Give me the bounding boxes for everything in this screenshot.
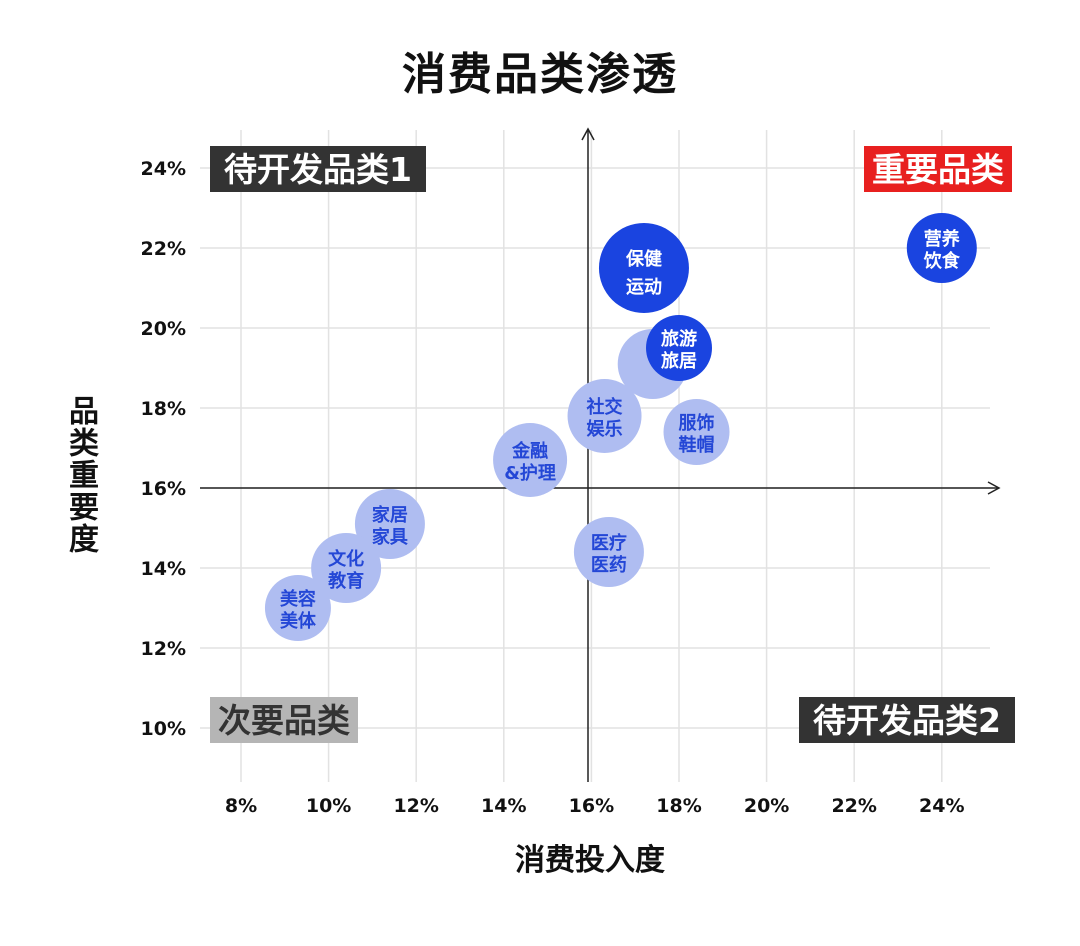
bubble-label-line1: 营养 xyxy=(924,228,961,250)
quadrant-label-top-left: 待开发品类1 xyxy=(224,150,412,189)
y-tick-label: 24% xyxy=(141,158,186,180)
bubble-point xyxy=(663,399,730,465)
bubble-point xyxy=(567,379,642,453)
x-tick-label: 14% xyxy=(481,795,526,817)
bubble-label-line2: 鞋帽 xyxy=(679,434,715,456)
bubble-label-line2: 运动 xyxy=(626,277,662,298)
y-tick-label: 22% xyxy=(141,238,186,260)
bubble-label-line1: 金融 xyxy=(511,440,548,462)
x-tick-label: 24% xyxy=(919,795,964,817)
x-axis-label: 消费投入度 xyxy=(515,843,665,878)
bubble-point xyxy=(598,223,689,313)
y-axis-arrow-icon xyxy=(581,127,595,141)
bubble-point xyxy=(493,423,568,497)
x-tick-label: 16% xyxy=(569,795,614,817)
bubble-point xyxy=(646,315,712,381)
bubble-label-line1: 服饰 xyxy=(679,412,715,434)
bubble-point xyxy=(573,517,644,587)
bubble-label-line1: 旅游 xyxy=(661,328,697,350)
x-tick-label: 18% xyxy=(656,795,701,817)
quadrant-label-background xyxy=(864,146,1012,192)
y-axis-label: 品类重要度 xyxy=(63,395,98,555)
chart-title: 消费品类渗透 xyxy=(402,49,678,100)
bubble-label-line2: 饮食 xyxy=(923,250,961,272)
y-tick-label: 14% xyxy=(141,558,186,580)
bubble-point xyxy=(311,533,382,603)
bubble-label-line2: 美体 xyxy=(280,610,317,632)
x-tick-label: 8% xyxy=(225,795,257,817)
bubble-label-line1: 医疗 xyxy=(591,532,627,554)
y-tick-label: 12% xyxy=(141,638,186,660)
bubble-label-line1: 家居 xyxy=(372,504,408,526)
bubble-point xyxy=(906,213,977,283)
bubble-label-line1: 美容 xyxy=(280,588,316,610)
x-tick-label: 12% xyxy=(393,795,438,817)
bubble-label-line1: 社交 xyxy=(587,396,623,418)
x-tick-label: 22% xyxy=(831,795,876,817)
bubble-label-line2: 旅居 xyxy=(661,350,697,372)
bubble-label-line2: 教育 xyxy=(328,570,364,592)
y-tick-label: 10% xyxy=(141,718,186,740)
y-tick-label: 18% xyxy=(141,398,186,420)
bubble-label-line1: 保健 xyxy=(625,248,662,270)
x-axis-arrow-icon xyxy=(987,481,1001,495)
bubble-label-line2: &护理 xyxy=(504,462,556,484)
y-tick-label: 16% xyxy=(141,478,186,500)
y-tick-label: 20% xyxy=(141,318,186,340)
quadrant-label-top-right: 重要品类 xyxy=(872,150,1004,189)
quadrant-label-bottom-left: 次要品类 xyxy=(218,701,350,740)
bubble-point xyxy=(354,489,425,559)
bubble-label-line2: 医药 xyxy=(591,554,627,576)
quadrant-label-background xyxy=(210,146,426,192)
bubble-label-line1: 文化 xyxy=(328,548,364,570)
bubble-point xyxy=(264,575,331,641)
bubble-label-line2: 娱乐 xyxy=(587,418,623,440)
x-tick-label: 20% xyxy=(744,795,789,817)
bubble-label-line2: 家具 xyxy=(372,526,408,548)
x-tick-label: 10% xyxy=(306,795,351,817)
quadrant-label-background xyxy=(210,697,358,743)
quadrant-label-background xyxy=(799,697,1015,743)
quadrant-label-bottom-right: 待开发品类2 xyxy=(813,701,1001,740)
